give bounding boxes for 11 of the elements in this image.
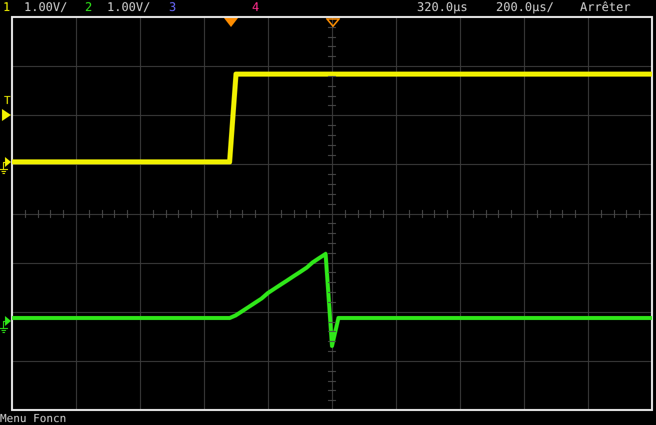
text: 1.00V/ <box>107 0 150 14</box>
text: 2 <box>85 0 92 14</box>
text: 1.00V/ <box>24 0 68 14</box>
text: Menu Foncn <box>0 412 66 425</box>
text: 320.0µs <box>417 0 468 14</box>
text: Arrêter <box>580 0 631 14</box>
text: 4 <box>252 0 260 14</box>
text: 1 <box>3 0 10 14</box>
text: 3 <box>169 0 176 14</box>
text: T <box>4 94 11 107</box>
text: 200.0µs/ <box>496 0 554 14</box>
